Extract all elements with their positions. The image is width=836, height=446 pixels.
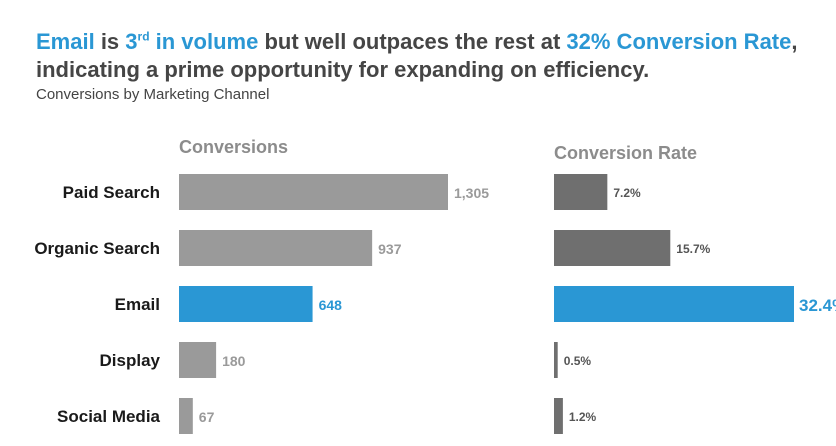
conversion-rate-value-label: 15.7% [676,242,710,256]
conversions-bar [179,398,193,434]
conversion-rate-bar [554,174,608,210]
headline-rank-suffix: rd [137,29,150,44]
headline-rank: 3rd in volume [125,29,258,54]
headline-line-1: Email is 3rd in volume but well outpaces… [36,28,798,56]
conversions-value-label: 648 [319,297,343,313]
headline-line-2: indicating a prime opportunity for expan… [36,57,650,82]
category-label: Organic Search [34,239,160,258]
conversion-rate-bar [554,342,558,378]
conversions-bar [179,342,217,378]
conversion-rate-bar [554,398,563,434]
conversions-value-label: 180 [222,353,246,369]
headline-email: Email [36,29,95,54]
headline-in-volume: in volume [149,29,259,54]
conversions-bar [179,174,448,210]
conversion-rate-value-label: 7.2% [613,186,641,200]
conversions-bar [179,230,373,266]
headline-outpaces: but well outpaces the rest at [258,29,567,54]
conversions-value-label: 937 [378,241,402,257]
chart-subtitle: Conversions by Marketing Channel [36,86,270,103]
category-label: Display [100,351,161,370]
category-label: Social Media [57,407,161,426]
conversion-rate-bar [554,286,794,322]
conversions-value-label: 67 [199,409,215,425]
chart-headline: Email is 3rd in volume but well outpaces… [36,28,798,84]
conversion-rate-value-label: 32.4% [799,296,836,315]
conversion-rate-bar [554,230,671,266]
category-label: Email [115,295,160,314]
headline-is: is [94,29,126,54]
category-label: Paid Search [63,183,160,202]
headline-rank-number: 3 [125,29,138,54]
conversion-rate-panel-title: Conversion Rate [554,143,697,163]
conversions-value-label: 1,305 [454,185,489,201]
conversion-rate-value-label: 1.2% [569,410,597,424]
headline-comma: , [791,29,798,54]
conversions-panel-title: Conversions [179,137,288,157]
conversions-bar [179,286,313,322]
conversion-rate-value-label: 0.5% [564,354,592,368]
headline-rate: 32% Conversion Rate [566,29,792,54]
